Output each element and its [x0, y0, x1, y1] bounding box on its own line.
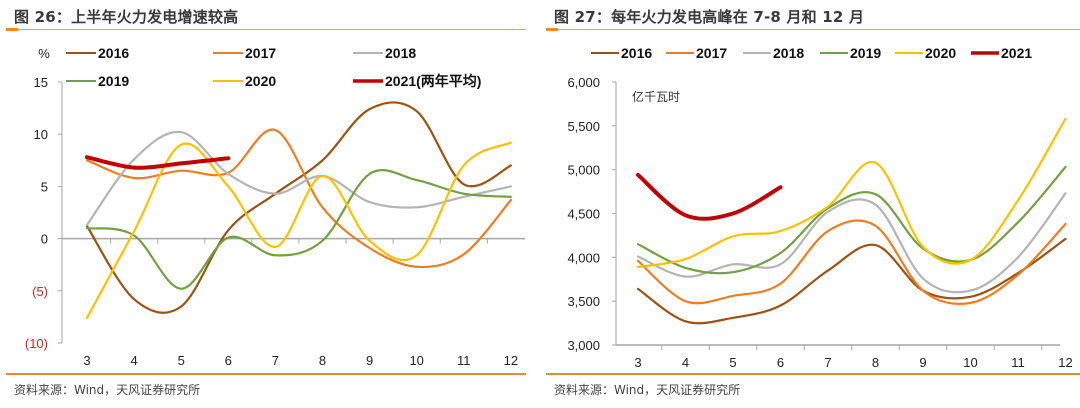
series-line-2019	[85, 169, 512, 290]
right-chart-title: 图 27：每年火力发电高峰在 7-8 月和 12 月	[554, 8, 865, 26]
x-tick-label: 8	[872, 355, 879, 370]
legend-label: 2018	[773, 45, 804, 61]
y-tick-label: 6,000	[567, 75, 600, 90]
legend-item: 2020	[895, 45, 956, 61]
y-tick-label: (5)	[32, 284, 48, 299]
legend-label: 2019	[98, 73, 129, 89]
left-title-rule	[6, 29, 526, 30]
legend-item: 2020	[213, 73, 276, 89]
series-line-2020	[636, 117, 1067, 269]
legend-item: 2019	[820, 45, 881, 61]
series-line-2016	[636, 237, 1067, 325]
y-tick-label: 15	[34, 75, 48, 90]
right-source-rule	[546, 373, 1080, 375]
x-tick-label: 8	[319, 353, 326, 368]
legend-label: 2020	[925, 45, 956, 61]
x-tick-label: 3	[83, 353, 90, 368]
series-line-2021	[636, 172, 783, 221]
left-panel: 图 26：上半年火力发电增速较高 15 10 5 0 (5) (10) 3 4 5 6 7 8 9 10 1…	[6, 8, 526, 397]
x-tick-label: 5	[178, 353, 185, 368]
legend-item: 2016	[591, 45, 652, 61]
x-tick-label: 5	[729, 355, 736, 370]
legend-item: 2019	[66, 73, 129, 89]
legend-label: 2016	[98, 45, 129, 61]
legend-item: 2017	[666, 45, 727, 61]
legend-item: 2021	[971, 45, 1032, 61]
series-line-2018	[85, 130, 512, 227]
x-tick-label: 12	[1058, 355, 1072, 370]
y-unit-label: %	[38, 46, 50, 61]
right-chart: 6,000 5,500 5,000 4,500 4,000 3,500 3,000 3 4 5 6 7…	[567, 45, 1072, 370]
left-source-rule	[6, 373, 526, 375]
legend-label: 2020	[245, 73, 276, 89]
x-tick-label: 4	[682, 355, 689, 370]
series-line-2021	[85, 155, 231, 170]
y-tick-label: 10	[34, 127, 48, 142]
x-tick-label: 7	[272, 353, 279, 368]
legend-label: 2021	[1001, 45, 1032, 61]
x-tick-label: 4	[130, 353, 137, 368]
x-tick-label: 6	[777, 355, 784, 370]
x-tick-label: 9	[366, 353, 373, 368]
series-line-2020	[85, 141, 512, 319]
y-tick-label: 5,000	[567, 163, 600, 178]
series-line-2019	[636, 165, 1067, 275]
y-unit-label: 亿千瓦时	[632, 89, 680, 104]
legend-label: 2016	[621, 45, 652, 61]
x-tick-label: 6	[225, 353, 232, 368]
legend-item: 2018	[353, 45, 416, 61]
x-tick-label: 3	[634, 355, 641, 370]
y-tick-label: 5,500	[567, 119, 600, 134]
y-tick-label: 4,500	[567, 207, 600, 222]
right-panel: 图 27：每年火力发电高峰在 7-8 月和 12 月 6,000 5,500 5,0…	[540, 0, 1080, 408]
series-line-2017	[636, 219, 1067, 305]
right-source-note: 资料来源：Wind，天风证券研究所	[554, 383, 741, 397]
left-source-note: 资料来源：Wind，天风证券研究所	[14, 383, 201, 397]
legend-item: 2017	[213, 45, 276, 61]
legend-item: 2021(两年平均)	[353, 73, 481, 89]
y-tick-label: 4,000	[567, 250, 600, 265]
series-line-2018	[636, 192, 1067, 294]
x-tick-label: 10	[409, 353, 423, 368]
left-title-rule-accent	[6, 28, 18, 31]
y-tick-label: (10)	[25, 336, 48, 351]
left-chart: 15 10 5 0 (5) (10) 3 4 5 6 7 8 9 10 11 12% 2016 2017 2018 2…	[25, 45, 525, 368]
legend-label: 2018	[385, 45, 416, 61]
y-tick-label: 3,500	[567, 294, 600, 309]
series-line-2016	[85, 101, 512, 314]
legend-label: 2021(两年平均)	[385, 73, 481, 89]
right-title-rule	[546, 29, 1080, 30]
legend-label: 2017	[245, 45, 276, 61]
x-tick-label: 12	[504, 353, 518, 368]
legend-item: 2016	[66, 45, 129, 61]
left-chart-title: 图 26：上半年火力发电增速较高	[14, 8, 239, 26]
right-title-rule-accent	[546, 28, 558, 31]
y-tick-label: 5	[41, 179, 48, 194]
legend-item: 2018	[743, 45, 804, 61]
x-tick-label: 11	[457, 353, 471, 368]
x-tick-label: 10	[963, 355, 977, 370]
x-tick-label: 9	[919, 355, 926, 370]
series-line-2017	[85, 128, 512, 269]
legend-label: 2019	[850, 45, 881, 61]
y-tick-label: 0	[41, 232, 48, 247]
x-tick-label: 11	[1011, 355, 1025, 370]
legend-label: 2017	[696, 45, 727, 61]
y-tick-label: 3,000	[567, 338, 600, 353]
x-tick-label: 7	[824, 355, 831, 370]
